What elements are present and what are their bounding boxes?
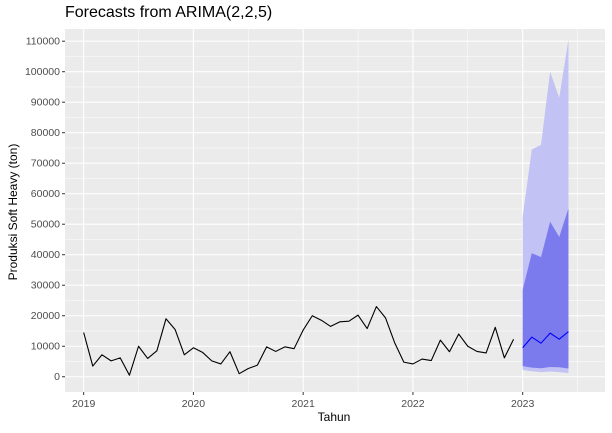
y-tick-label: 20000 xyxy=(31,310,60,322)
x-tick-label: 2021 xyxy=(291,398,315,410)
y-tick-label: 90000 xyxy=(31,97,60,109)
forecast-line xyxy=(522,331,569,349)
major-gridlines xyxy=(65,29,605,392)
y-tick-label: 0 xyxy=(54,371,60,383)
x-axis-label: Tahun xyxy=(317,410,351,424)
y-tick-label: 40000 xyxy=(31,249,60,261)
x-tick-label: 2023 xyxy=(511,398,535,410)
plot-panel xyxy=(65,29,605,392)
series-lines xyxy=(83,306,569,376)
observed-line xyxy=(83,306,515,376)
x-axis: 2019 2020 2021 2022 2023 xyxy=(72,392,535,410)
y-tick-label: 30000 xyxy=(31,280,60,292)
y-tick-label: 60000 xyxy=(31,188,60,200)
interval-80-band xyxy=(522,208,569,369)
minor-gridlines xyxy=(65,29,605,392)
y-tick-label: 80000 xyxy=(31,127,60,139)
prediction-intervals xyxy=(522,39,569,374)
x-tick-label: 2020 xyxy=(182,398,206,410)
y-tick-label: 110000 xyxy=(26,36,60,48)
y-tick-label: 100000 xyxy=(25,66,60,78)
y-tick-label: 10000 xyxy=(31,341,60,353)
x-tick-label: 2019 xyxy=(72,398,96,410)
y-axis: 0 10000 20000 30000 40000 50000 60000 70000 8000… xyxy=(25,36,65,383)
x-tick-label: 2022 xyxy=(401,398,425,410)
chart-title: Forecasts from ARIMA(2,2,5) xyxy=(65,4,273,21)
y-tick-label: 70000 xyxy=(31,158,60,170)
y-tick-label: 50000 xyxy=(31,219,60,231)
